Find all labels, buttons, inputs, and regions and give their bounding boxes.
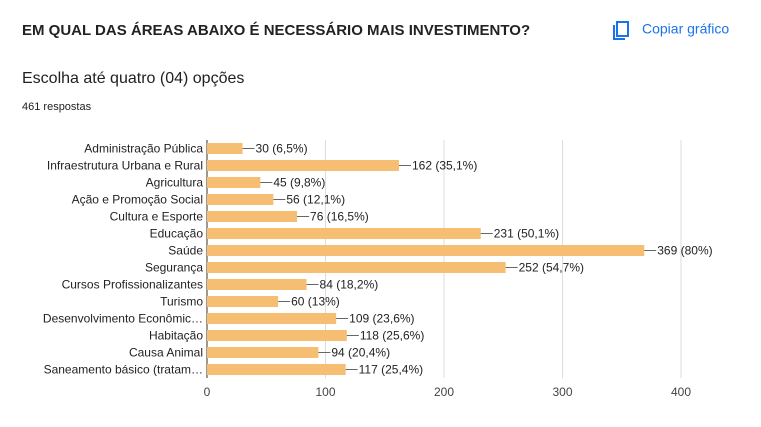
y-tick-label: Saúde: [168, 244, 203, 258]
bar: [207, 211, 298, 222]
y-tick-label: Segurança: [145, 261, 203, 275]
y-tick-label: Administração Pública: [84, 142, 203, 156]
x-tick-label: 200: [434, 385, 454, 399]
y-tick-label: Ação e Promoção Social: [72, 193, 203, 207]
y-tick-label: Cultura e Esporte: [110, 210, 204, 224]
copy-icon: [616, 21, 629, 37]
value-label: 231 (50,1%): [494, 227, 559, 241]
x-tick-label: 300: [552, 385, 572, 399]
value-label: 162 (35,1%): [412, 159, 477, 173]
value-label: 252 (54,7%): [519, 261, 584, 275]
value-label: 45 (9,8%): [273, 176, 325, 190]
bar: [207, 143, 243, 154]
y-tick-label: Saneamento básico (tratam…: [44, 363, 203, 377]
y-tick-label: Cursos Profissionalizantes: [62, 278, 203, 292]
bar: [207, 347, 319, 358]
bar: [207, 228, 481, 239]
value-label: 109 (23,6%): [349, 312, 414, 326]
bar: [207, 313, 337, 324]
bar: [207, 194, 274, 205]
bar: [207, 262, 506, 273]
x-tick-label: 100: [315, 385, 335, 399]
y-tick-label: Agricultura: [146, 176, 204, 190]
value-label: 118 (25,6%): [360, 329, 424, 343]
x-tick-label: 400: [671, 385, 691, 399]
value-label: 84 (18,2%): [320, 278, 379, 292]
y-tick-label: Causa Animal: [129, 346, 203, 360]
value-label: 117 (25,4%): [359, 363, 423, 377]
bar: [207, 296, 279, 307]
copy-button[interactable]: Copiar gráfico: [613, 21, 729, 40]
bar: [207, 160, 399, 171]
value-label: 30 (6,5%): [256, 142, 308, 156]
bar: [207, 279, 307, 290]
value-label: 369 (80%): [657, 244, 712, 258]
value-label: 94 (20,4%): [331, 346, 390, 360]
y-tick-label: Habitação: [149, 329, 203, 343]
value-label: 76 (16,5%): [310, 210, 369, 224]
bar: [207, 364, 346, 375]
x-tick-label: 0: [204, 385, 211, 399]
y-tick-label: Educação: [150, 227, 204, 241]
value-label: 60 (13%): [291, 295, 340, 309]
copy-icon-back: [613, 25, 625, 40]
copy-label[interactable]: Copiar gráfico: [642, 21, 729, 37]
y-tick-label: Desenvolvimento Econômic…: [43, 312, 203, 326]
bar: [207, 245, 645, 256]
responses-count: 461 respostas: [22, 101, 92, 113]
chart-subtitle: Escolha até quatro (04) opções: [22, 70, 244, 87]
value-label: 56 (12,1%): [286, 193, 345, 207]
y-tick-label: Infraestrutura Urbana e Rural: [47, 159, 203, 173]
y-tick-label: Turismo: [160, 295, 203, 309]
bar: [207, 177, 261, 188]
chart-title: EM QUAL DAS ÁREAS ABAIXO É NECESSÁRIO MA…: [22, 22, 530, 39]
bar: [207, 330, 347, 341]
